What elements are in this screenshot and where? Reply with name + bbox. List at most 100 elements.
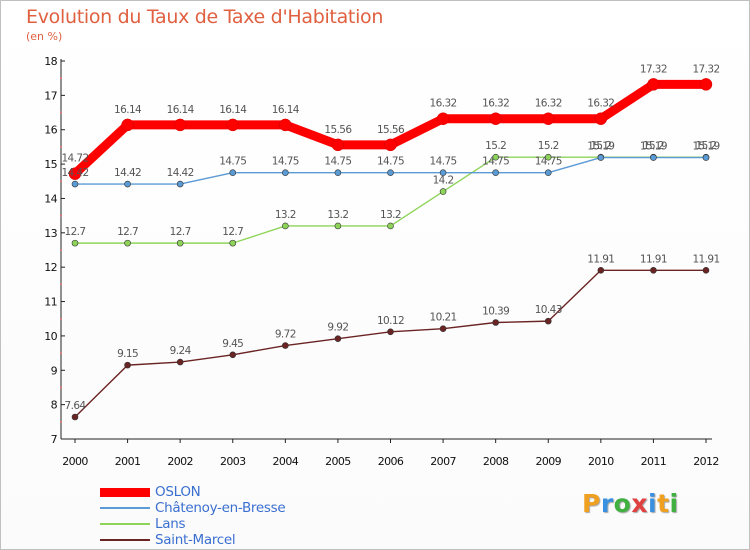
series-point [229,169,237,176]
series-point [121,118,134,132]
series-point [650,154,657,161]
x-tick-label: 2006 [378,455,404,468]
series-point [176,239,184,247]
series-line-4 [74,269,707,418]
x-tick-label: 2008 [483,455,509,468]
x-tick-label: 2002 [167,455,193,468]
data-label: 16.32 [430,98,457,110]
y-minor-dot [60,352,62,354]
data-label: 15.19 [640,141,667,153]
y-tick-label: 12 [44,261,57,274]
series-point [334,222,342,230]
series-point [597,266,605,274]
data-label: 15.2 [643,140,664,152]
series-point [492,169,499,176]
x-tick-label: 2010 [588,455,614,468]
series-point [282,222,289,230]
y-tick-label: 16 [44,124,57,137]
series-point [279,118,292,132]
series-point [68,167,82,180]
data-label: 9.92 [327,322,348,334]
x-tick-label: 2004 [273,455,299,468]
series-point [229,351,237,359]
y-tick-label: 10 [44,330,57,343]
series-point [387,328,394,336]
data-label: 16.32 [482,98,509,110]
data-label: 7.64 [65,400,87,412]
data-label: 13.2 [275,209,296,221]
data-label: 15.56 [324,124,352,136]
legend-swatch [100,487,150,497]
logo-letter: o [613,489,632,518]
data-label: 10.12 [377,315,404,327]
series-point [647,78,660,91]
series-point [650,266,657,274]
data-label: 11.91 [640,253,667,265]
data-label: 16.14 [219,104,247,116]
series-point [436,112,450,125]
series-point [544,153,552,161]
series-point [282,169,289,176]
series-point [387,169,394,176]
data-label: 15.2 [590,140,611,152]
data-label: 10.21 [430,312,457,324]
data-label: 9.24 [170,345,192,357]
y-minor-dot [60,111,62,114]
series-point [439,325,447,332]
legend-swatch [100,523,150,525]
data-label: 14.42 [167,167,194,179]
data-label: 16.14 [114,104,142,116]
data-label: 14.75 [324,156,351,168]
series-point [71,413,79,421]
data-label: 11.91 [692,253,719,265]
data-label: 11.91 [587,253,614,265]
series-point [176,180,184,188]
data-label: 14.75 [535,156,562,168]
data-label: 15.2 [485,140,506,152]
series-point [702,266,710,274]
y-minor-dot [60,420,62,423]
x-tick-label: 2003 [220,455,246,468]
x-tick-label: 2009 [535,455,561,468]
data-label: 17.32 [692,63,719,75]
x-tick-label: 2011 [641,455,667,468]
data-label: 12.7 [65,226,86,238]
series-point [489,112,502,125]
data-label: 14.2 [433,175,454,187]
data-label: 13.2 [327,209,348,221]
data-label: 12.7 [117,226,138,238]
data-label: 15.19 [692,141,719,153]
series-point [699,78,713,91]
series-point [384,138,397,152]
logo-letter: i [648,489,658,518]
series-point [439,188,447,195]
data-label: 15.2 [538,140,559,152]
logo-letter: i [669,489,679,518]
series-point [492,153,499,161]
chart-title: Evolution du Taux de Taxe d'Habitation [26,6,384,28]
x-tick-label: 2005 [325,455,351,468]
x-tick-label: 2000 [62,455,88,468]
proxiti-logo: Proxiti [582,489,679,518]
data-label: 14.75 [482,156,509,168]
data-label: 16.32 [587,98,614,110]
data-label: 12.7 [170,226,191,238]
series-point [176,358,184,366]
chart-subtitle: (en %) [26,30,63,43]
y-tick-label: 9 [51,364,58,377]
series-point [334,335,342,342]
series-point [124,361,131,369]
legend-label: OSLON [155,484,201,500]
data-label: 14.42 [61,167,88,179]
data-label: 15.56 [377,124,405,136]
logo-letter: t [657,489,670,518]
y-tick-label: 18 [44,55,57,68]
y-tick-label: 7 [51,433,58,446]
x-tick-label: 2001 [115,455,141,468]
series-point [71,180,79,188]
x-tick-label: 2007 [430,455,456,468]
y-minor-dot [60,317,62,320]
data-label: 14.75 [377,156,404,168]
